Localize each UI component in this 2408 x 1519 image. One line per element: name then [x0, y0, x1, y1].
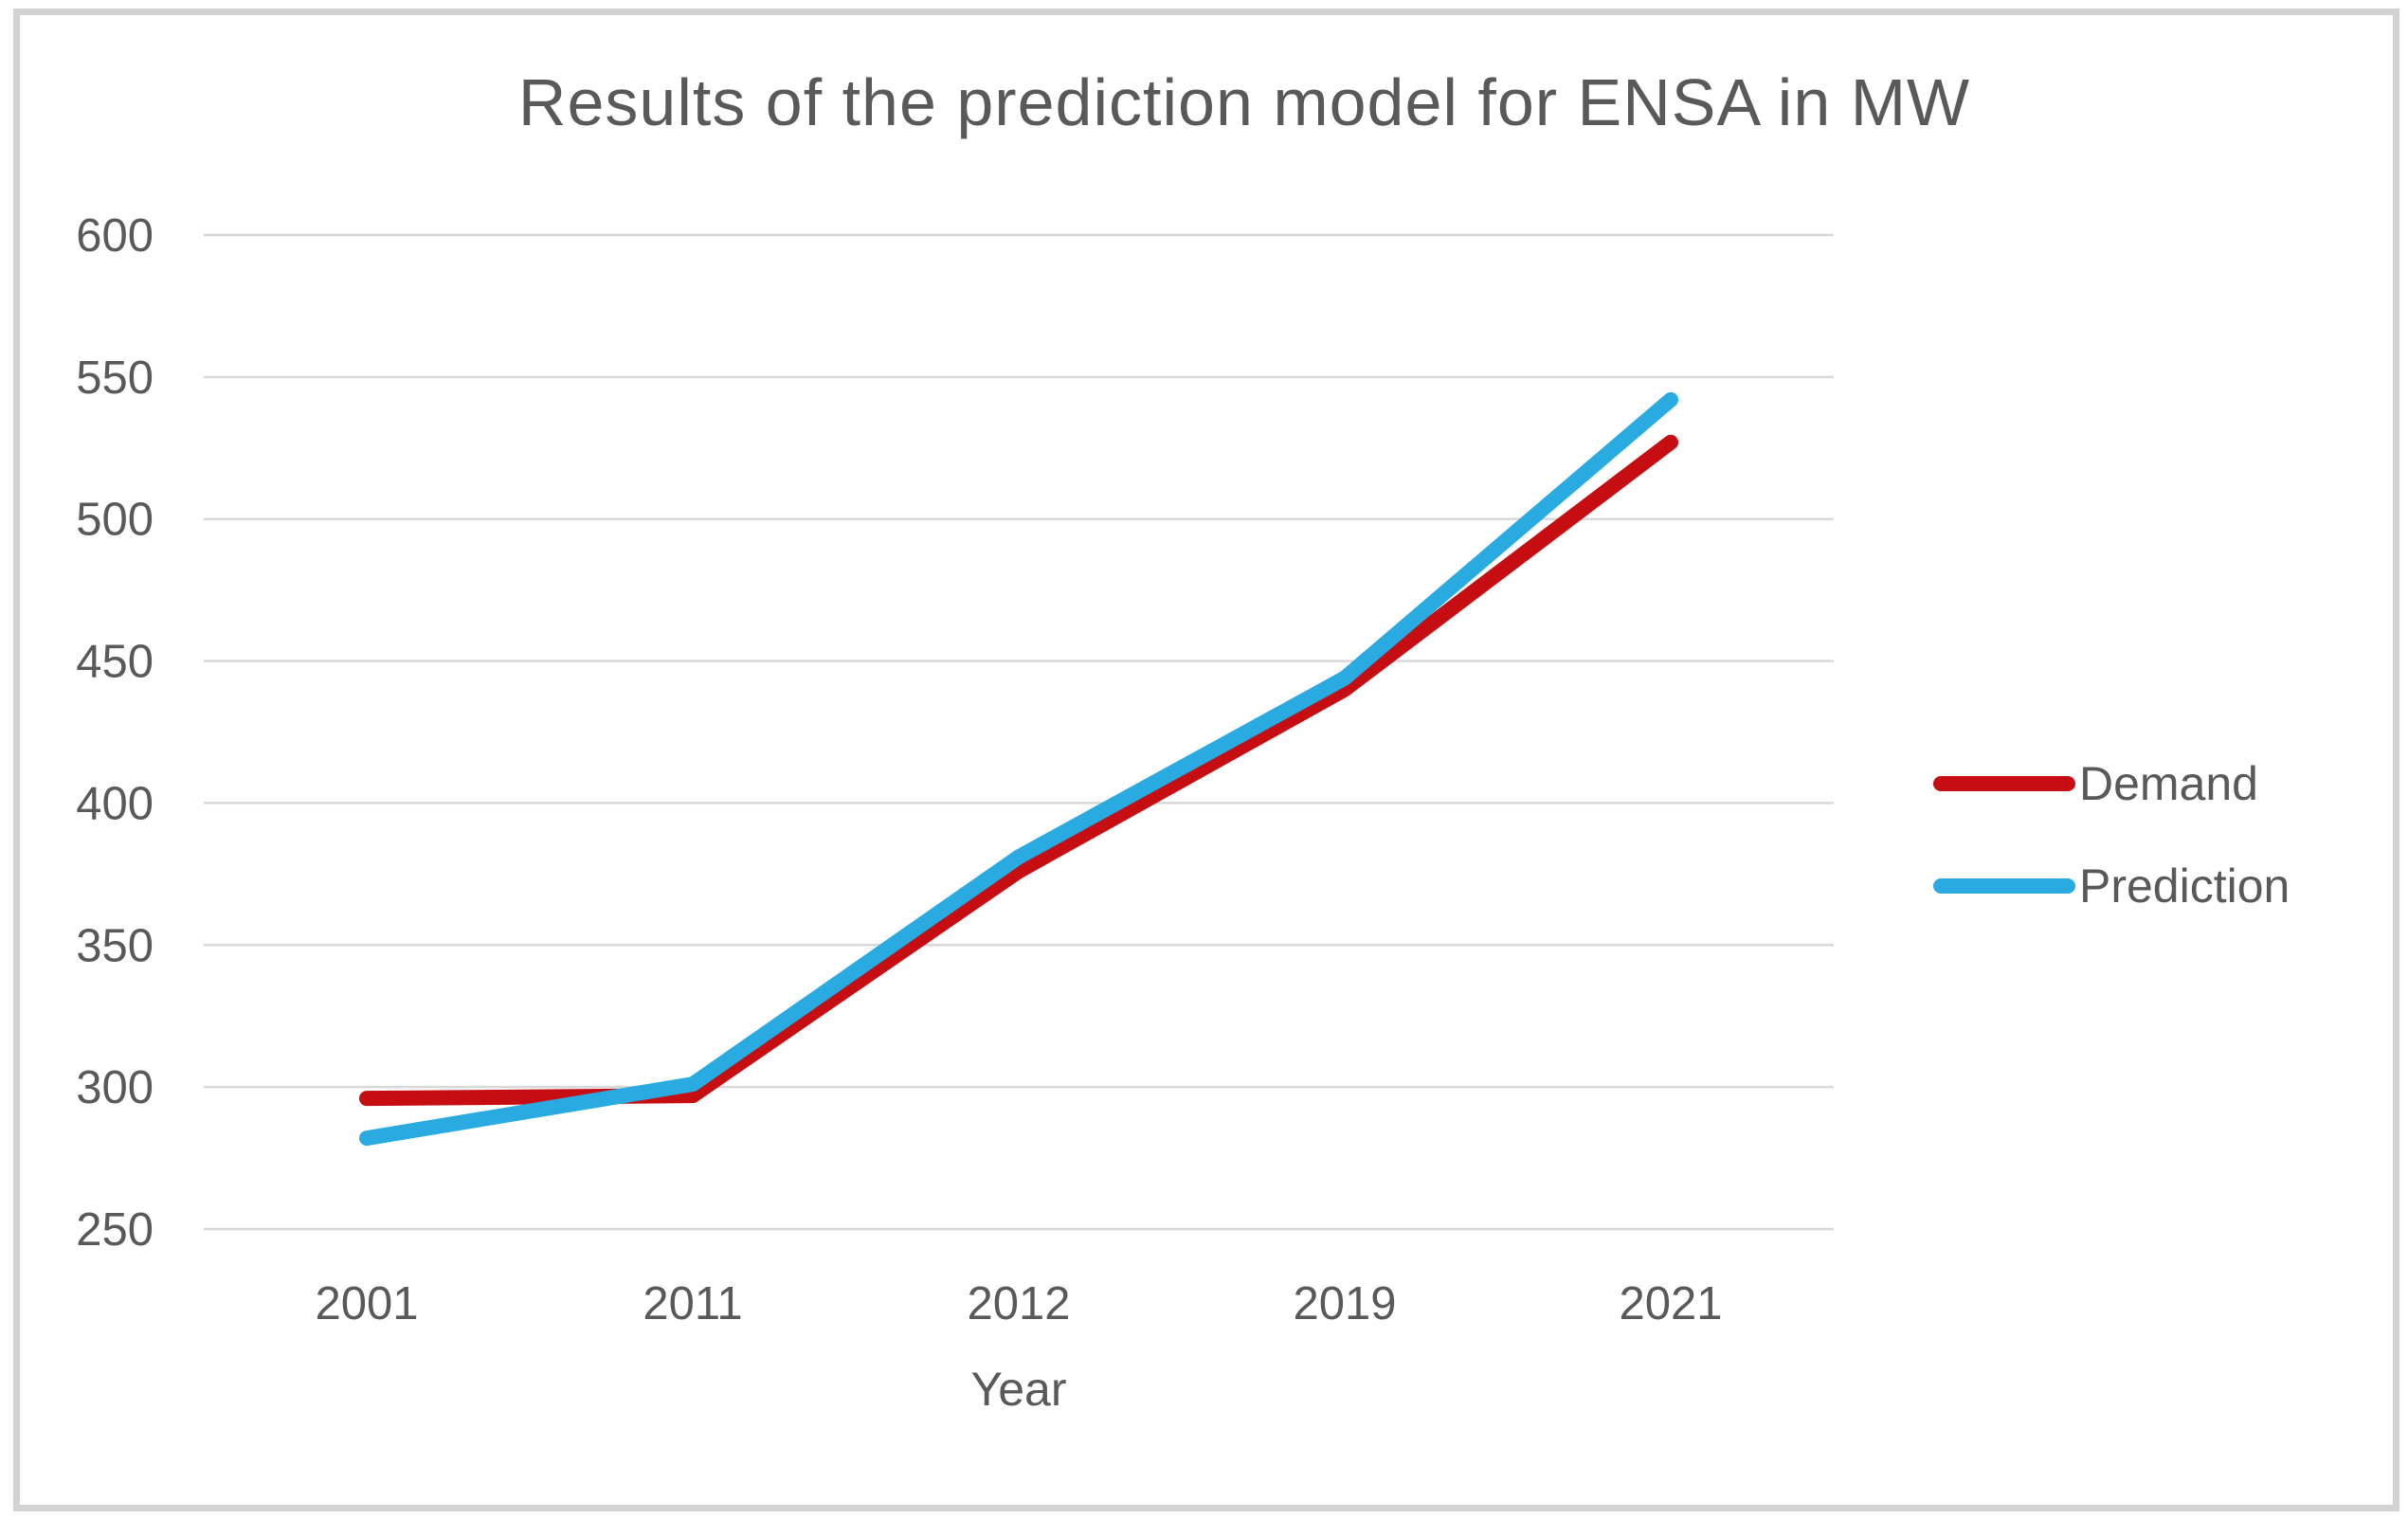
- y-tick-label: 500: [76, 495, 154, 546]
- legend-label-prediction: Prediction: [2079, 859, 2290, 913]
- prediction-line: [359, 391, 1678, 1147]
- chart-title: Results of the prediction model for ENSA…: [517, 65, 1971, 139]
- y-tick-label: 250: [76, 1204, 154, 1256]
- x-axis-title: Year: [970, 1363, 1067, 1416]
- x-tick-label: 2011: [643, 1278, 742, 1329]
- demand-line: [359, 434, 1678, 1107]
- x-tick-label: 2001: [315, 1278, 418, 1329]
- x-tick-label: 2012: [967, 1278, 1070, 1329]
- prediction-line-swatch: [1933, 878, 2075, 894]
- y-tick-label: 300: [76, 1062, 154, 1113]
- legend-label-demand: Demand: [2079, 757, 2258, 810]
- demand-line-swatch: [1933, 776, 2075, 791]
- legend-item-prediction: Prediction: [1933, 856, 2290, 916]
- y-tick-label: 550: [76, 353, 154, 404]
- y-tick-label: 400: [76, 778, 154, 829]
- legend-item-demand: Demand: [1933, 753, 2290, 814]
- x-tick-label: 2021: [1619, 1278, 1722, 1329]
- y-tick-label: 350: [76, 920, 154, 971]
- x-tick-label: 2019: [1293, 1278, 1396, 1329]
- y-tick-label: 600: [76, 210, 154, 262]
- legend: Demand Prediction: [1933, 753, 2290, 916]
- y-tick-label: 450: [76, 637, 154, 688]
